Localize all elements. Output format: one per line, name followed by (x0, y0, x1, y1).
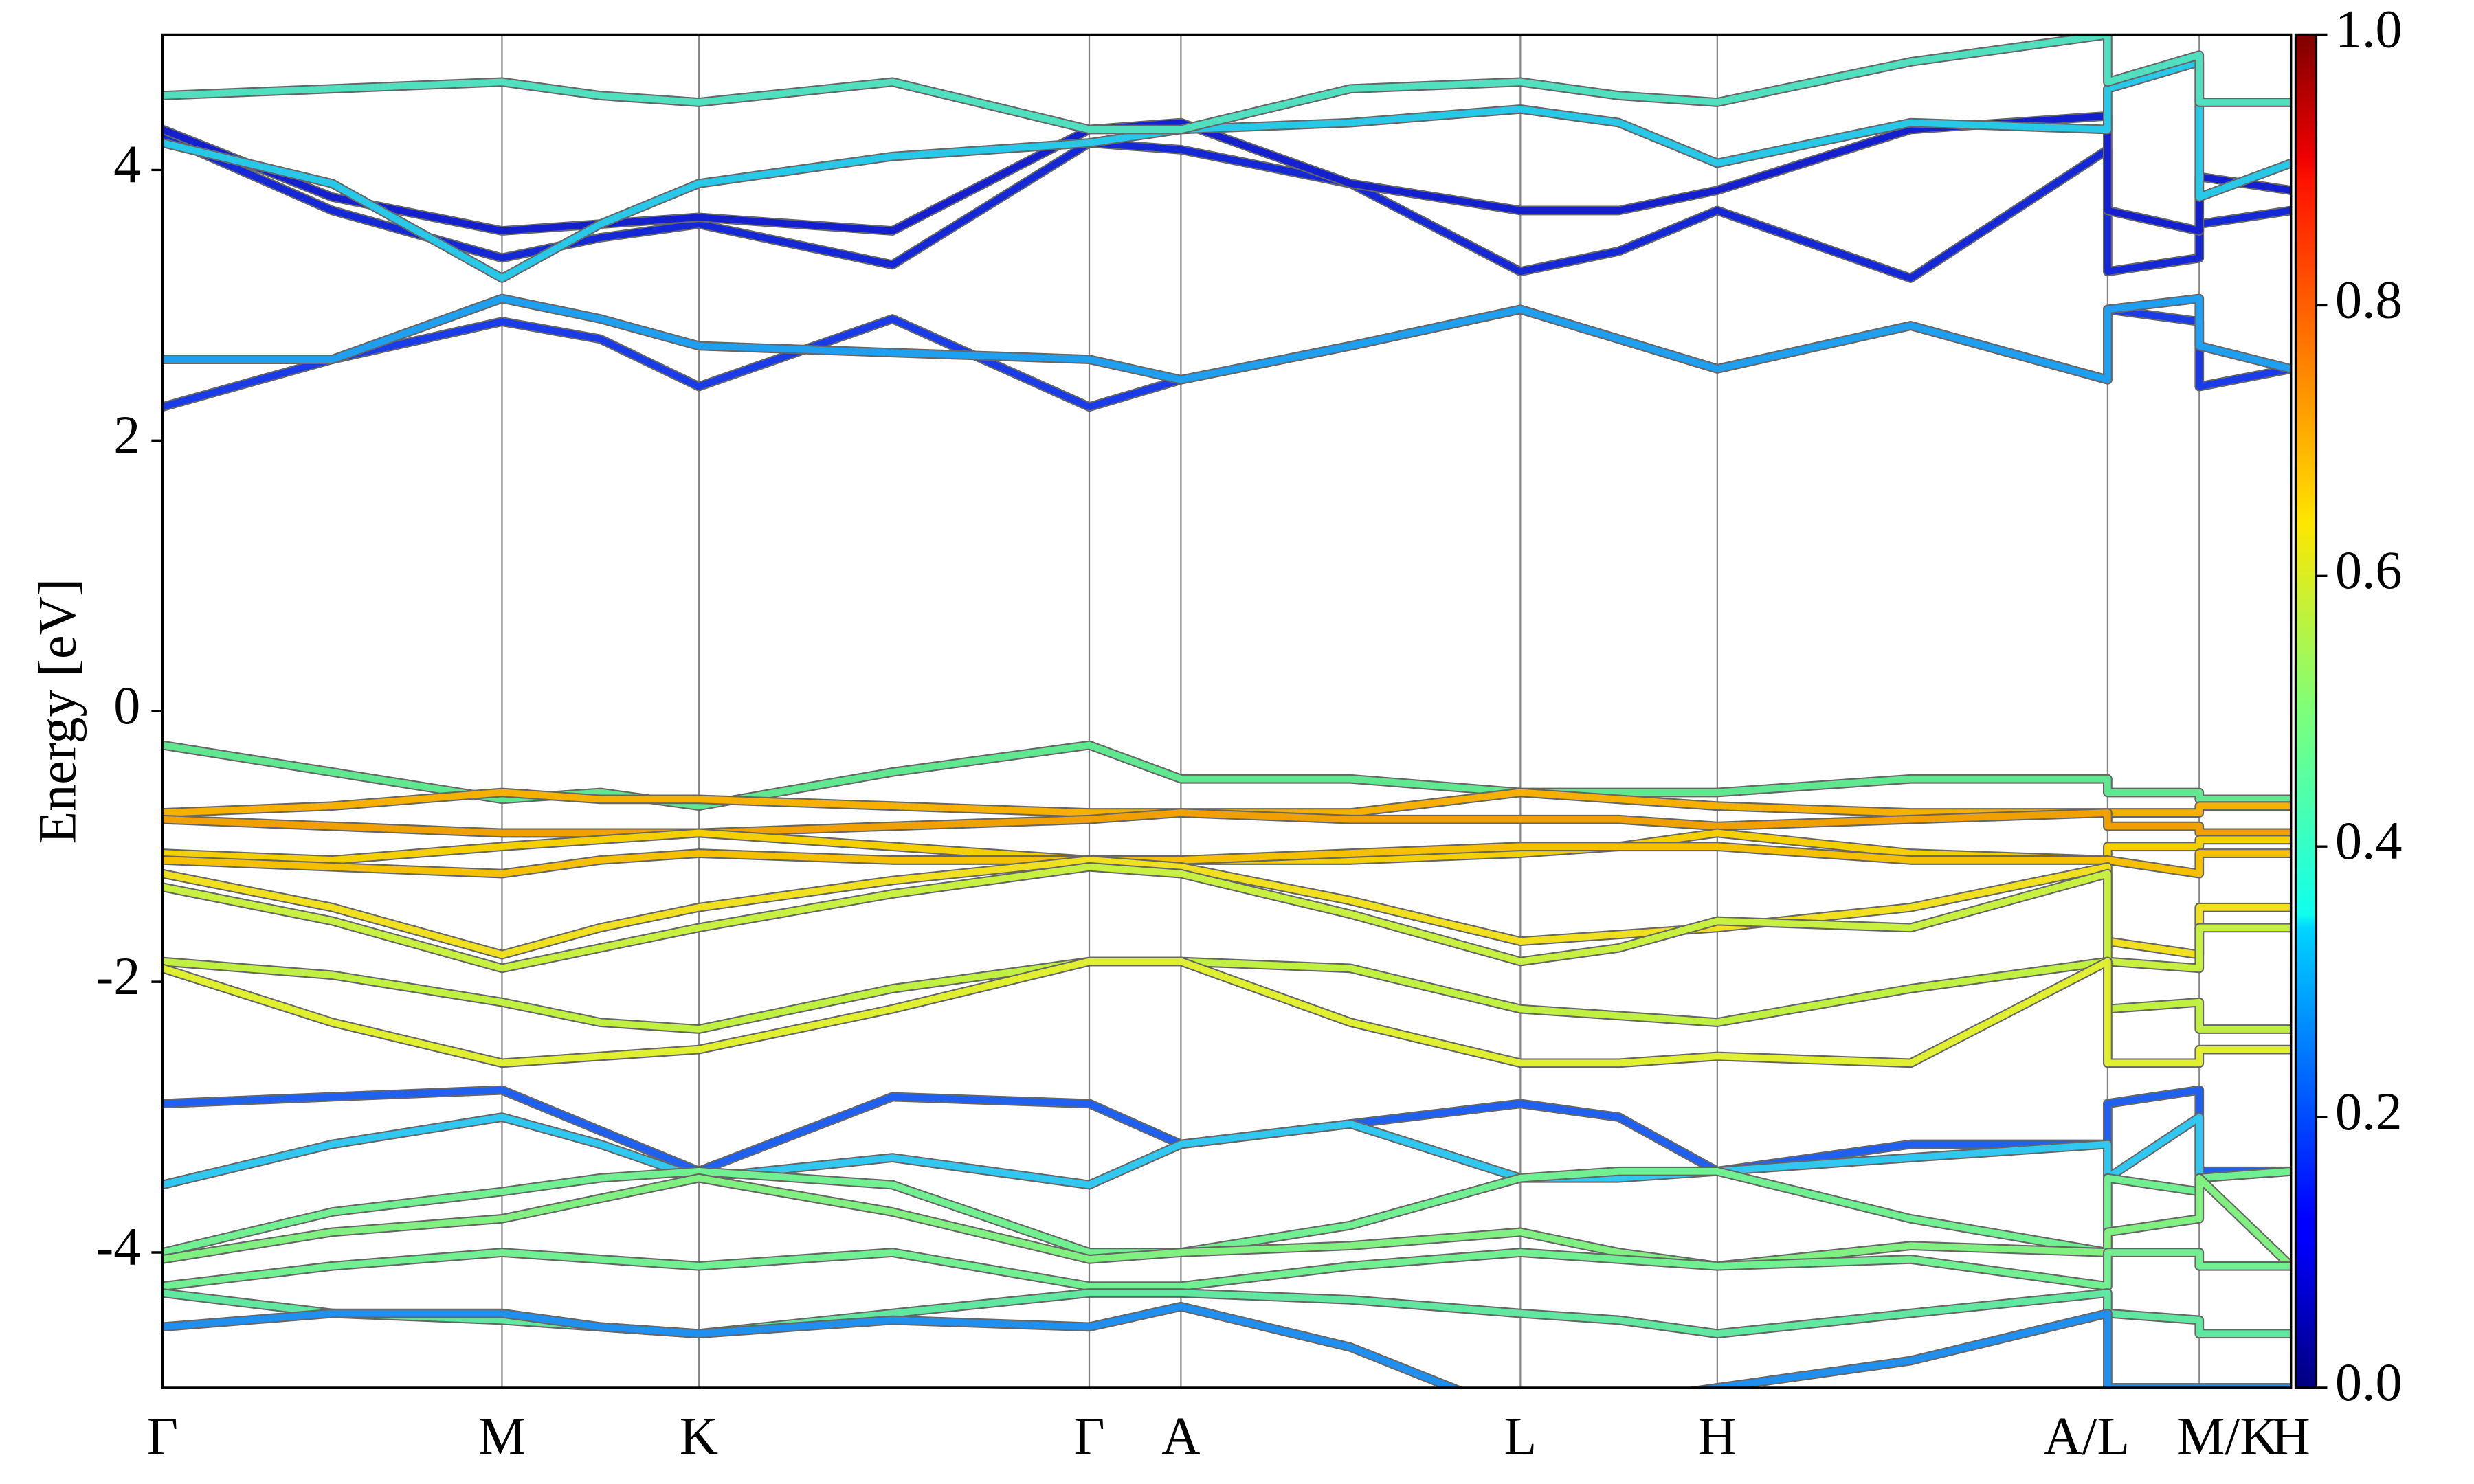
band-outline (162, 956, 2291, 1034)
band-line (162, 958, 2291, 1067)
colorbar-tick-label: 0.6 (2335, 540, 2403, 600)
x-tick-label: M/K (2177, 1406, 2278, 1465)
y-axis-label: Energy [eV] (27, 578, 87, 844)
band-line (162, 34, 2291, 133)
x-tick-label: H (1698, 1406, 1737, 1465)
band-line (162, 863, 2291, 972)
colorbar-tick-label: 0.8 (2335, 269, 2403, 329)
band-line (162, 789, 2291, 816)
band-outline (162, 1166, 2291, 1257)
x-tick-label: A (1161, 1406, 1200, 1465)
band-outline (162, 57, 2291, 283)
x-tick-label: Γ (147, 1406, 178, 1465)
band-line (162, 1303, 2291, 1388)
band-line (162, 958, 2291, 1033)
y-tick-label: 0 (113, 675, 140, 735)
band-line (162, 112, 2291, 234)
y-tick-label: 2 (113, 405, 140, 464)
x-tick-label: A/L (2043, 1406, 2130, 1465)
band-outline (162, 111, 2291, 236)
band-outline (162, 1085, 2291, 1176)
colorbar-tick-label: 1.0 (2335, 0, 2403, 58)
y-tick-label: -4 (96, 1217, 140, 1277)
band-line (162, 843, 2291, 877)
x-tick-label: Γ (1073, 1406, 1104, 1465)
band-line (162, 1249, 2291, 1290)
x-tick-label: L (1504, 1406, 1537, 1465)
band-line (162, 58, 2291, 282)
colorbar-tick-label: 0.2 (2335, 1081, 2403, 1141)
y-tick-label: 4 (113, 134, 140, 194)
band-line (162, 1174, 2291, 1270)
band-line (162, 809, 2291, 837)
band-line (162, 295, 2291, 383)
band-line (162, 133, 2291, 282)
x-tick-label: M (478, 1406, 526, 1465)
band-line (162, 1167, 2291, 1256)
colorbar (2294, 33, 2318, 1389)
colorbar-tick-label: 0.0 (2335, 1352, 2403, 1412)
x-tick-label: H (2271, 1406, 2310, 1465)
y-tick-label: -2 (96, 946, 140, 1006)
band-line (162, 857, 2291, 958)
x-tick-label: K (680, 1406, 718, 1465)
band-line (162, 306, 2291, 411)
bands (162, 34, 2291, 1388)
band-line (162, 1114, 2291, 1189)
colorbar-tick-label: 0.4 (2335, 811, 2403, 870)
band-line (162, 1086, 2291, 1175)
band-line (162, 829, 2291, 864)
